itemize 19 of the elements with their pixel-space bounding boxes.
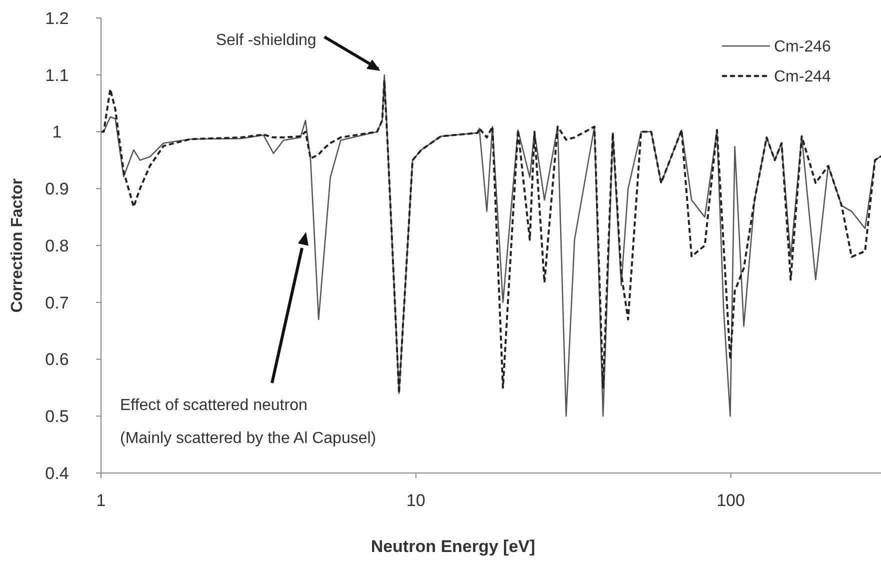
y-tick-label: 0.4: [45, 464, 69, 483]
x-tick-label: 10: [406, 491, 426, 510]
y-tick-label: 0.5: [45, 407, 69, 426]
x-tick-label: 100: [716, 491, 745, 510]
x-axis-title: Neutron Energy [eV]: [370, 537, 536, 556]
annotation: Effect of scattered neutron: [120, 397, 308, 414]
x-tick-label: 1: [96, 491, 106, 510]
y-tick-label: 1.1: [45, 66, 69, 85]
y-axis-title: Correction Factor: [9, 178, 26, 313]
annotation: (Mainly scattered by the Al Capusel): [120, 430, 376, 447]
y-tick-label: 0.9: [45, 180, 69, 199]
annotation: Self -shielding: [216, 32, 316, 49]
legend-label: Cm-246: [774, 38, 832, 56]
legend-label: Cm-244: [774, 68, 832, 86]
y-tick-label: 0.6: [45, 350, 69, 370]
y-tick-label: 0.7: [45, 293, 69, 312]
y-tick-label: 1: [52, 122, 62, 142]
y-tick-label: 0.8: [45, 236, 69, 256]
y-tick-label: 1.2: [45, 8, 69, 28]
